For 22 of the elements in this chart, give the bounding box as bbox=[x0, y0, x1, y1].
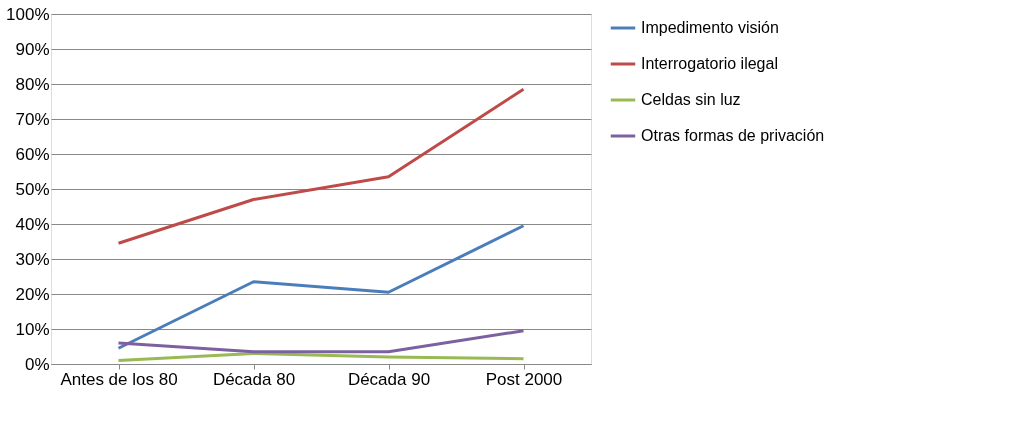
x-tick-label: Antes de los 80 bbox=[60, 369, 178, 389]
y-tick-label: 60% bbox=[15, 144, 50, 164]
y-tick-label: 50% bbox=[15, 179, 50, 199]
legend-label: Celdas sin luz bbox=[641, 91, 741, 108]
x-tick-label: Década 90 bbox=[347, 369, 431, 389]
y-tick-label: 30% bbox=[15, 249, 50, 269]
x-tick-label: Década 80 bbox=[212, 369, 296, 389]
y-tick-label: 70% bbox=[15, 109, 50, 129]
line-series bbox=[117, 224, 525, 350]
y-tick-label: 80% bbox=[15, 74, 50, 94]
y-tick-label: 100% bbox=[6, 4, 50, 24]
legend-label: Otras formas de privación bbox=[641, 127, 825, 144]
x-tick-label: Post 2000 bbox=[485, 369, 563, 389]
y-tick-label: 10% bbox=[15, 319, 50, 339]
y-tick-label: 0% bbox=[24, 354, 50, 374]
line-series bbox=[117, 87, 525, 245]
legend-label: Interrogatorio ilegal bbox=[641, 55, 778, 72]
y-tick-label: 20% bbox=[15, 284, 50, 304]
legend-label: Impedimento visión bbox=[641, 19, 779, 36]
y-tick-label: 40% bbox=[15, 214, 50, 234]
y-tick-label: 90% bbox=[15, 39, 50, 59]
line-series bbox=[117, 352, 525, 362]
